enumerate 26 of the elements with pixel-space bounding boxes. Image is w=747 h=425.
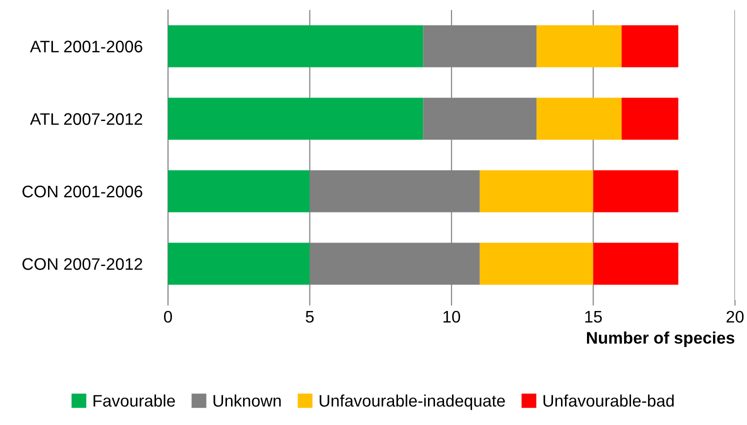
bar <box>480 242 594 285</box>
y-tick-label: CON 2001-2006 <box>22 186 142 198</box>
y-tick-label: CON 2007-2012 <box>22 258 142 270</box>
x-tick-label: 10 <box>444 310 460 323</box>
y-tick-label: ATL 2007-2012 <box>30 113 142 125</box>
bar <box>593 170 678 212</box>
x-tick-label: 5 <box>306 311 314 323</box>
bar <box>536 98 622 140</box>
bar <box>168 98 424 140</box>
x-tick-label: 20 <box>726 310 744 323</box>
bar <box>168 242 310 285</box>
bar <box>168 25 424 68</box>
y-tick-label: ATL 2001-2006 <box>30 40 142 52</box>
bar <box>480 170 594 212</box>
bar <box>622 25 678 68</box>
legend-label: Favourable <box>94 394 175 407</box>
legend-label: Unknown <box>214 394 281 407</box>
legend-label: Unfavourable-inadequate <box>320 394 505 410</box>
bar <box>168 170 310 212</box>
x-axis-title: Number of species <box>587 332 734 348</box>
legend-label: Unfavourable-bad <box>544 394 674 407</box>
bar <box>536 25 622 68</box>
bar <box>593 242 678 285</box>
x-tick-label: 0 <box>164 310 172 323</box>
x-tick-label: 15 <box>585 311 602 323</box>
bar <box>622 98 678 140</box>
